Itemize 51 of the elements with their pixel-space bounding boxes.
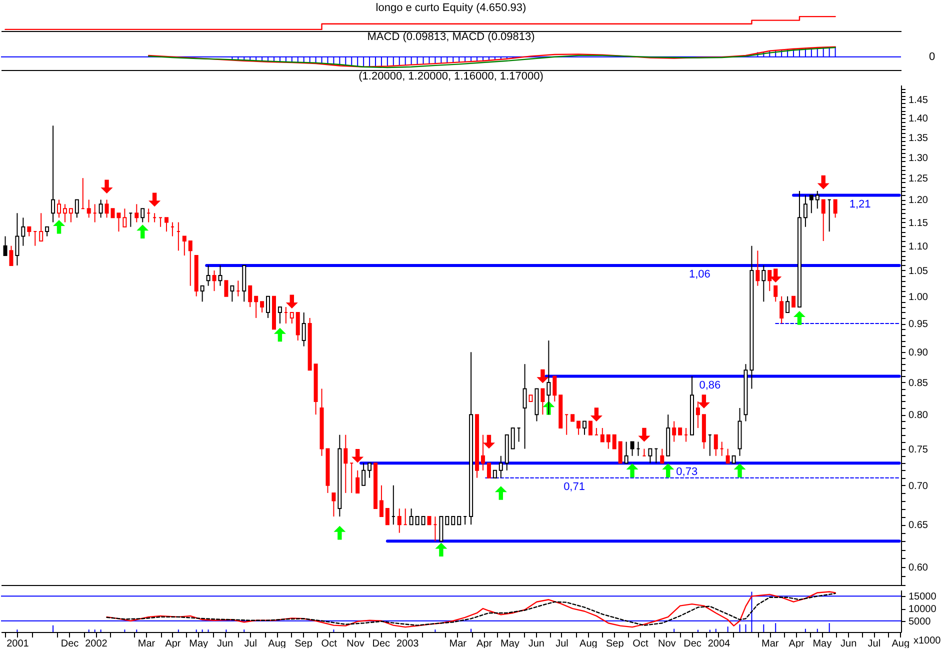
y-tick-label: 1.15 (908, 218, 928, 229)
x-tick-label: Nov (346, 638, 364, 650)
y-tick-label: 0.90 (908, 348, 928, 359)
y-tick-label: 0.85 (908, 378, 928, 389)
y-tick-label: 0.75 (908, 444, 928, 456)
annotation: 0,73 (676, 466, 698, 478)
x-tick-label: Jul (868, 638, 881, 650)
y-tick-label: 0.80 (908, 410, 928, 422)
y-tick-label: 15000 (908, 592, 937, 603)
x-tick-label: Mar (138, 638, 156, 650)
y-tick-label: 0.70 (908, 480, 928, 492)
y-tick-label: 1.45 (908, 94, 928, 106)
x-tick-label: 2001 (6, 638, 30, 650)
annotation: 1,06 (688, 268, 710, 280)
x-tick-label: 2004 (708, 638, 730, 650)
y-tick-label: 0.95 (908, 319, 928, 330)
text: 0 (929, 50, 936, 63)
y-tick-label: 1.10 (908, 241, 928, 252)
x-tick-label: Dec (60, 638, 79, 650)
x-tick-label: Oct (321, 638, 338, 650)
x-tick-label: Nov (658, 638, 676, 650)
y-tick-label: 0.60 (908, 562, 928, 574)
x-tick-label: Jul (244, 638, 257, 650)
y-tick-label: 1.35 (908, 132, 928, 144)
y-tick-label: 5000 (908, 616, 932, 628)
y-tick-label: 1.05 (908, 266, 928, 277)
x-tick-label: Dec (372, 638, 390, 650)
y-tick-label: 0.65 (908, 520, 928, 532)
y-tick-label: 1.25 (908, 174, 928, 185)
y-tick-label: 1.20 (908, 195, 928, 206)
annotation: 0,71 (564, 480, 585, 493)
y-tick-label: 1.00 (908, 292, 928, 303)
x-tick-label: Oct (632, 638, 648, 650)
x-tick-label: Dec (684, 638, 702, 650)
x-tick-label: Jun (840, 638, 857, 650)
x-tick-label: 2003 (396, 638, 420, 650)
x-tick-label: 2002 (85, 638, 108, 650)
x-tick-label: Jun (216, 638, 234, 650)
chart-title: MACD (0.09813, MACD (0.09813) (367, 31, 535, 43)
chart-title: (1.20000, 1.20000, 1.16000, 1.17000) (358, 70, 544, 83)
x-tick-label: Jul (556, 638, 568, 650)
x-tick-label: Mar (449, 638, 468, 650)
x-tick-label: Mar (762, 638, 780, 650)
chart-title: longo e curto Equity (4.650.93) (376, 2, 526, 14)
y-tick-label: 10000 (908, 604, 937, 616)
y-axis-title: x1000 (914, 636, 942, 646)
annotation: 1,21 (849, 198, 871, 210)
y-tick-label: 1.30 (908, 152, 928, 164)
annotation: 0,86 (699, 379, 721, 392)
y-tick-label: 1.40 (908, 114, 928, 125)
x-tick-label: Jun (528, 638, 544, 650)
